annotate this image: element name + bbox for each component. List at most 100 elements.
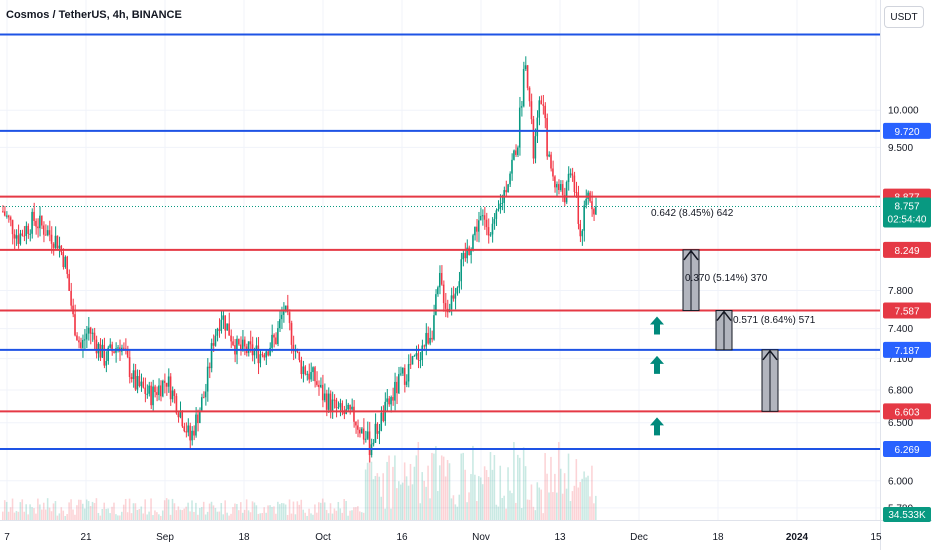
volume-bar: [359, 511, 361, 520]
candle-body: [452, 295, 455, 299]
x-tick-label: 21: [80, 532, 92, 543]
candle-body: [415, 353, 418, 356]
candle-body: [265, 351, 267, 358]
candle-body: [466, 247, 468, 259]
up-arrow-icon: [650, 316, 664, 335]
volume-bar: [522, 447, 525, 520]
candle-body: [169, 376, 172, 400]
volume-bar: [46, 498, 49, 520]
y-tick-label: 9.500: [888, 143, 913, 154]
candle-body: [130, 376, 133, 380]
volume-bar: [364, 469, 367, 520]
volume-bar: [78, 499, 80, 520]
price-tag-label: 7.187: [894, 346, 919, 357]
candle-body: [48, 230, 51, 235]
candle-body: [335, 399, 338, 409]
currency-button[interactable]: USDT: [884, 6, 924, 28]
candle-body: [567, 173, 570, 183]
up-arrow-icon: [650, 355, 664, 374]
volume-bar: [454, 504, 457, 520]
volume-bar: [195, 502, 197, 520]
candle-body: [232, 341, 234, 346]
volume-bar: [345, 501, 347, 520]
volume-bar: [103, 502, 106, 520]
candle-body: [341, 403, 344, 411]
volume-bar: [189, 511, 191, 520]
candle-body: [462, 252, 464, 260]
candle-body: [247, 341, 250, 354]
volume-bar: [280, 503, 283, 520]
candle-body: [111, 344, 113, 352]
candle-body: [15, 235, 18, 239]
volume-bar: [212, 505, 215, 520]
volume-bar: [105, 508, 107, 520]
candle-body: [240, 344, 242, 350]
candle-body: [279, 319, 281, 329]
candle-body: [351, 406, 353, 410]
volume-bar: [499, 465, 502, 520]
measurement-label: 0.571 (8.64%) 571: [733, 315, 816, 326]
volume-bar: [509, 490, 511, 520]
candle-body: [107, 347, 109, 362]
volume-bar: [396, 488, 398, 520]
volume-bar: [160, 515, 162, 520]
candle-body: [167, 376, 170, 387]
volume-bar: [165, 498, 168, 520]
candle-body: [528, 87, 531, 102]
candle-body: [556, 184, 558, 188]
y-tick-label: 6.500: [888, 418, 913, 429]
candle-body: [76, 335, 78, 341]
volume-bar: [202, 501, 205, 520]
candle-body: [78, 340, 80, 343]
volume-bar: [214, 507, 217, 520]
volume-bar: [39, 504, 41, 520]
candle-body: [571, 173, 574, 176]
volume-bar: [37, 498, 39, 520]
volume-bar: [83, 508, 86, 520]
x-tick-label: Oct: [315, 532, 331, 543]
candle-body: [472, 235, 474, 250]
candle-body: [479, 215, 482, 221]
candle-body: [489, 234, 492, 236]
volume-bar: [425, 486, 427, 520]
up-arrow-icon: [650, 417, 664, 436]
volume-bar: [27, 514, 29, 520]
volume-bar: [421, 472, 423, 520]
candle-body: [561, 184, 564, 196]
volume-bar: [392, 466, 394, 520]
candle-body: [156, 392, 158, 395]
volume-bar: [517, 454, 519, 520]
volume-bar: [154, 510, 156, 520]
volume-bar: [269, 505, 271, 520]
candle-body: [585, 198, 587, 206]
volume-label: 34.533K: [888, 510, 926, 521]
candle-body: [413, 355, 416, 357]
candle-body: [197, 414, 199, 424]
volume-bar: [23, 511, 26, 520]
volume-bar: [199, 507, 201, 520]
volume-bar: [273, 506, 275, 520]
candle-body: [468, 247, 470, 256]
candle-body: [109, 344, 111, 348]
volume-bar: [58, 513, 61, 520]
volume-bar: [282, 503, 285, 520]
candle-body: [46, 230, 49, 236]
candle-body: [357, 425, 359, 430]
candle-body: [474, 226, 476, 236]
candle-body: [325, 393, 328, 410]
volume-bar: [419, 503, 422, 520]
volume-bar: [107, 508, 109, 520]
volume-bar: [255, 505, 258, 520]
candle-body: [423, 345, 425, 347]
candle-body: [226, 323, 228, 331]
volume-bar: [136, 509, 139, 520]
volume-bar: [362, 512, 365, 520]
volume-bar: [48, 507, 51, 520]
candle-body: [277, 328, 279, 345]
volume-bar: [310, 513, 312, 520]
volume-bar: [353, 507, 355, 520]
candle-body: [437, 287, 439, 295]
volume-bar: [448, 463, 451, 520]
